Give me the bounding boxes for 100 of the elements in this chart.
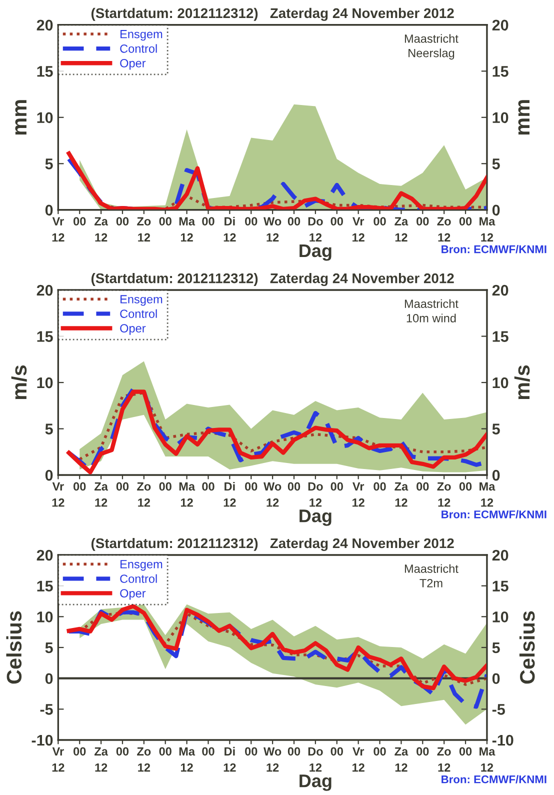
- x-axis-title: Dag: [300, 510, 332, 526]
- x-tick-label: 00: [159, 482, 172, 491]
- x-tick-label: 00: [159, 217, 172, 226]
- y-tick-label: 15: [37, 331, 53, 342]
- y2-axis-title: m/s: [514, 365, 530, 400]
- x-tick-label: 00: [459, 217, 472, 226]
- x-tick-label: Ma 12: [480, 217, 496, 242]
- y-tick-label: 5: [45, 642, 53, 654]
- x-tick-label: Za 12: [394, 482, 408, 507]
- y-tick-label: 5: [45, 424, 53, 434]
- y2-tick-label: 5: [492, 158, 500, 170]
- y2-tick-label: 10: [492, 612, 508, 622]
- x-tick-label: Za 12: [94, 217, 108, 242]
- x-tick-label: 00: [374, 217, 386, 226]
- x-tick-label: 00: [374, 747, 386, 756]
- x-tick-label: Vr 12: [52, 482, 64, 507]
- x-tick-label: Ma 12: [480, 482, 496, 507]
- x-tick-label: Di 12: [224, 746, 236, 772]
- x-tick-label: Vr 12: [52, 217, 64, 242]
- legend-label: Oper: [120, 589, 146, 600]
- y2-tick-label: 0: [492, 204, 500, 216]
- y2-tick-label: 5: [492, 424, 500, 434]
- y-tick-label: 20: [36, 284, 53, 296]
- y-tick-label: -5: [40, 704, 53, 715]
- x-axis-title: Dag: [300, 244, 332, 261]
- x-tick-label: 00: [416, 217, 429, 226]
- x-tick-label: 00: [374, 482, 386, 491]
- legend-label: Ensgem: [120, 560, 162, 571]
- x-tick-label: 00: [245, 747, 258, 756]
- x-tick-label: Do 12: [308, 482, 323, 507]
- legend-label: Oper: [120, 59, 146, 70]
- legend-label: Ensgem: [120, 30, 162, 41]
- x-tick-label: 00: [330, 217, 343, 226]
- x-tick-label: 00: [202, 482, 214, 491]
- x-tick-label: 00: [74, 482, 86, 491]
- legend-label: Oper: [120, 324, 146, 335]
- line-series: [66, 610, 487, 709]
- x-tick-label: 00: [245, 217, 258, 226]
- x-tick-label: Zo 12: [137, 747, 151, 772]
- y2-tick-label: 0: [492, 470, 500, 481]
- x-tick-label: Ma 12: [179, 482, 196, 507]
- y-axis-title: mm: [15, 100, 26, 135]
- x-tick-label: 00: [116, 482, 129, 491]
- x-tick-label: 00: [416, 747, 429, 756]
- legend-label: Control: [120, 574, 157, 583]
- x-tick-label: Zo 12: [137, 482, 151, 507]
- x-tick-label: 00: [74, 217, 86, 226]
- chart-title: (Startdatum: 2012112312) Zaterdag 24 November 2012: [91, 273, 454, 286]
- text: Bron: ECMWF/KNMI: [442, 775, 546, 784]
- x-tick-label: 00: [202, 217, 214, 226]
- x-tick-label: Di 12: [224, 216, 236, 242]
- legend-label: Ensgem: [120, 295, 162, 306]
- x-tick-label: 00: [74, 747, 86, 756]
- x-tick-label: Za 12: [394, 747, 408, 772]
- y2-tick-label: 10: [492, 377, 508, 388]
- y2-tick-label: 15: [492, 580, 508, 592]
- y2-tick-label: 0: [492, 673, 500, 684]
- annotation: Maastricht 10m wind: [404, 299, 458, 322]
- text: Bron: ECMWF/KNMI: [442, 245, 546, 254]
- y2-tick-label: -5: [492, 704, 505, 715]
- y2-tick-label: 20: [492, 284, 508, 296]
- legend-label: Control: [120, 44, 157, 53]
- x-tick-label: Wo 12: [264, 482, 282, 507]
- line-series: [78, 391, 487, 461]
- y2-tick-label: 15: [492, 331, 508, 342]
- y-tick-label: 15: [37, 66, 53, 77]
- y-tick-label: 0: [45, 470, 53, 481]
- x-tick-label: 00: [330, 747, 343, 756]
- x-tick-label: Wo 12: [264, 747, 282, 772]
- annotation: Maastricht T2m: [404, 564, 458, 588]
- x-tick-label: 00: [288, 217, 300, 226]
- y2-axis-title: mm: [518, 100, 530, 135]
- x-tick-label: Do 12: [308, 747, 323, 772]
- x-tick-label: Vr 12: [352, 217, 364, 242]
- x-tick-label: Di 12: [224, 482, 236, 507]
- x-tick-label: Za 12: [94, 747, 108, 772]
- x-tick-label: 00: [116, 747, 129, 756]
- x-tick-label: 00: [416, 482, 429, 491]
- line-series: [66, 604, 487, 690]
- y-tick-label: 5: [45, 158, 53, 170]
- x-tick-label: 00: [288, 747, 300, 756]
- x-tick-label: 00: [202, 747, 214, 756]
- legend-label: Control: [120, 309, 157, 318]
- y-tick-label: 20: [36, 550, 53, 561]
- y-tick-label: 20: [36, 20, 53, 31]
- x-tick-label: Ma 12: [179, 747, 196, 772]
- y-axis-title: Celsius: [6, 611, 22, 684]
- y2-tick-label: 5: [492, 642, 500, 654]
- y2-tick-label: -10: [492, 734, 514, 746]
- y2-axis-title: Celsius: [519, 611, 535, 684]
- x-tick-label: Zo 12: [437, 482, 451, 507]
- y-tick-label: 10: [37, 612, 53, 622]
- y2-tick-label: 20: [492, 550, 508, 561]
- x-tick-label: Ma 12: [480, 747, 496, 772]
- chart-title: (Startdatum: 2012112312) Zaterdag 24 November 2012: [91, 8, 454, 21]
- x-tick-label: Zo 12: [137, 217, 151, 242]
- annotation: Maastricht Neerslag: [404, 34, 458, 60]
- x-tick-label: 00: [330, 482, 343, 491]
- y-tick-label: 15: [37, 580, 53, 592]
- y2-tick-label: 15: [492, 66, 508, 77]
